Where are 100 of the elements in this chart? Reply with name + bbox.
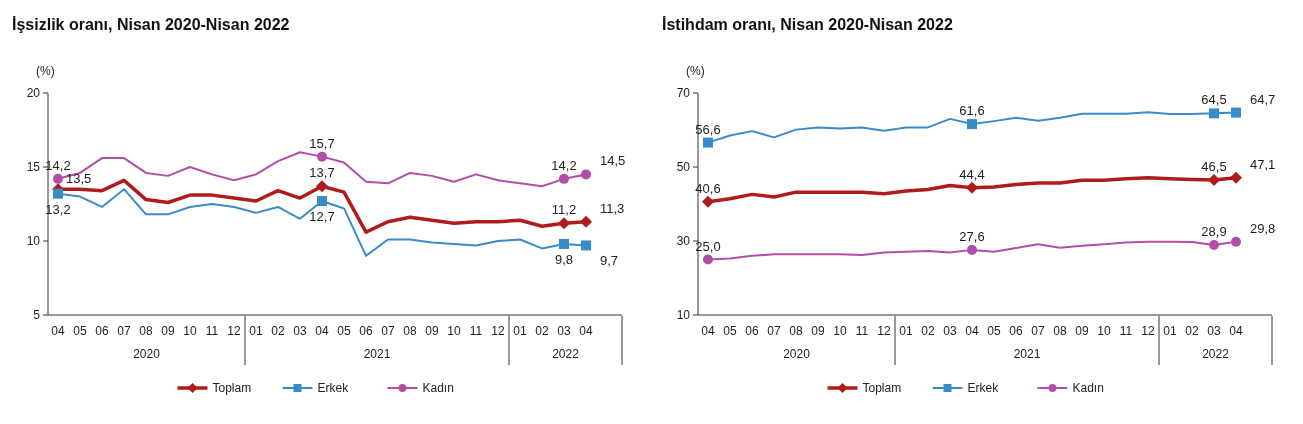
point — [1209, 240, 1219, 251]
x-tick-label: 04 — [51, 324, 65, 338]
x-tick-label: 11 — [205, 324, 219, 338]
y-tick-label: 15 — [26, 160, 41, 175]
point — [558, 217, 570, 230]
x-tick-label: 05 — [723, 324, 737, 338]
data-label: 44,4 — [959, 166, 985, 182]
x-tick-label: 12 — [491, 324, 505, 338]
point — [317, 151, 327, 162]
data-label: 12,7 — [309, 209, 335, 225]
point — [966, 181, 978, 194]
x-tick-label: 10 — [1097, 324, 1111, 338]
data-label: 9,7 — [600, 253, 619, 269]
data-label: 11,2 — [551, 202, 577, 218]
x-tick-label: 09 — [425, 324, 439, 338]
point — [1230, 171, 1242, 184]
data-label: 29,8 — [1250, 220, 1276, 236]
data-label: 13,5 — [66, 171, 92, 187]
x-tick-label: 06 — [95, 324, 109, 338]
chart-title: İşsizlik oranı, Nisan 2020-Nisan 2022 — [12, 16, 290, 33]
legend-label: Erkek — [967, 381, 1000, 396]
point — [703, 254, 713, 265]
point — [703, 137, 713, 148]
x-tick-label: 08 — [139, 324, 153, 338]
y-axis-title: (%) — [686, 64, 705, 78]
x-tick-label: 03 — [557, 324, 571, 338]
x-tick-label: 04 — [701, 324, 715, 338]
data-label: 14,2 — [551, 157, 577, 173]
x-tick-label: 06 — [745, 324, 759, 338]
legend-label: Toplam — [212, 381, 252, 396]
text: 2021 — [1013, 347, 1041, 361]
text: 2021 — [363, 347, 391, 361]
point — [581, 169, 591, 180]
point — [1231, 236, 1241, 247]
x-tick-label: 09 — [1075, 324, 1089, 338]
x-tick-label: 03 — [1207, 324, 1221, 338]
x-tick-label: 05 — [337, 324, 351, 338]
point — [1209, 108, 1219, 119]
x-tick-label: 09 — [161, 324, 175, 338]
x-tick-label: 03 — [293, 324, 307, 338]
y-axis-title: (%) — [36, 64, 55, 78]
y-tick-label: 70 — [676, 86, 691, 101]
legend-label: Kadın — [422, 381, 454, 396]
chart-title: İstihdam oranı, Nisan 2020-Nisan 2022 — [662, 16, 953, 33]
data-label: 46,5 — [1201, 158, 1227, 174]
data-label: 64,5 — [1201, 92, 1227, 108]
x-tick-label: 02 — [921, 324, 935, 338]
point — [316, 180, 328, 193]
x-tick-label: 05 — [73, 324, 87, 338]
data-label: 40,6 — [695, 180, 721, 196]
x-tick-label: 02 — [535, 324, 549, 338]
x-tick-label: 01 — [249, 324, 263, 338]
text: 2022 — [552, 347, 580, 361]
point — [1231, 107, 1241, 118]
text: 2020 — [133, 347, 161, 361]
x-tick-label: 07 — [381, 324, 395, 338]
data-label: 64,7 — [1250, 91, 1276, 107]
data-label: 13,7 — [309, 165, 335, 181]
y-tick-label: 50 — [676, 160, 691, 175]
x-tick-label: 01 — [1163, 324, 1177, 338]
x-tick-label: 10 — [447, 324, 461, 338]
x-tick-label: 12 — [877, 324, 891, 338]
x-tick-label: 11 — [855, 324, 869, 338]
legend-label: Erkek — [317, 381, 350, 396]
x-tick-label: 04 — [1229, 324, 1243, 338]
x-tick-label: 04 — [965, 324, 979, 338]
x-tick-label: 09 — [811, 324, 825, 338]
x-tick-label: 04 — [315, 324, 329, 338]
x-tick-label: 07 — [117, 324, 131, 338]
x-tick-label: 12 — [227, 324, 241, 338]
x-tick-label: 05 — [987, 324, 1001, 338]
data-label: 14,5 — [600, 153, 626, 169]
point — [53, 188, 63, 199]
point — [967, 244, 977, 255]
x-tick-label: 12 — [1141, 324, 1155, 338]
data-label: 28,9 — [1201, 224, 1227, 240]
point — [559, 238, 569, 249]
x-tick-label: 11 — [1119, 324, 1133, 338]
x-tick-label: 11 — [469, 324, 483, 338]
x-tick-label: 08 — [789, 324, 803, 338]
text: 2022 — [1202, 347, 1230, 361]
data-label: 47,1 — [1250, 156, 1276, 172]
legend-label: Kadın — [1072, 381, 1104, 396]
point — [580, 215, 592, 228]
data-label: 27,6 — [959, 228, 985, 244]
point — [317, 196, 327, 207]
point — [1208, 173, 1220, 186]
point — [53, 173, 63, 184]
y-tick-label: 5 — [33, 308, 41, 323]
y-tick-label: 30 — [676, 234, 691, 249]
data-label: 15,7 — [309, 135, 335, 151]
x-tick-label: 08 — [1053, 324, 1067, 338]
y-tick-label: 20 — [26, 86, 41, 101]
x-tick-label: 01 — [513, 324, 527, 338]
data-label: 25,0 — [695, 238, 721, 254]
point — [702, 195, 714, 208]
text: 2020 — [783, 347, 811, 361]
y-tick-label: 10 — [676, 308, 691, 323]
legend-label: Toplam — [862, 381, 902, 396]
x-tick-label: 10 — [833, 324, 847, 338]
